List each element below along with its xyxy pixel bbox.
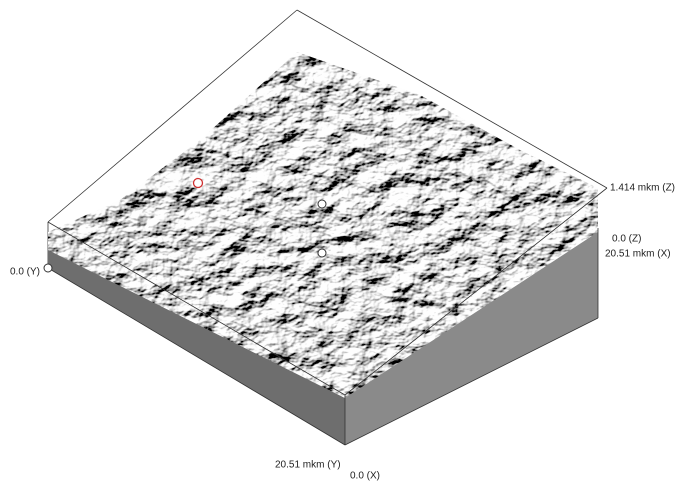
axis-label: 0.0 (Z) <box>612 234 641 245</box>
axis-label: 0.0 (Y) <box>10 267 40 278</box>
axis-label: 20.51 mkm (X) <box>605 249 671 260</box>
marker[interactable] <box>317 199 327 209</box>
axis-label: 0.0 (X) <box>350 471 380 481</box>
marker[interactable] <box>317 248 327 258</box>
bounding-box-front <box>47 187 608 446</box>
origin-marker[interactable] <box>43 263 53 273</box>
front-left-wall <box>48 246 345 445</box>
axis-label: 1.414 mkm (Z) <box>610 183 675 194</box>
marker[interactable] <box>192 177 204 189</box>
axis-label: 20.51 mkm (Y) <box>275 460 341 471</box>
front-right-wall <box>345 228 598 445</box>
